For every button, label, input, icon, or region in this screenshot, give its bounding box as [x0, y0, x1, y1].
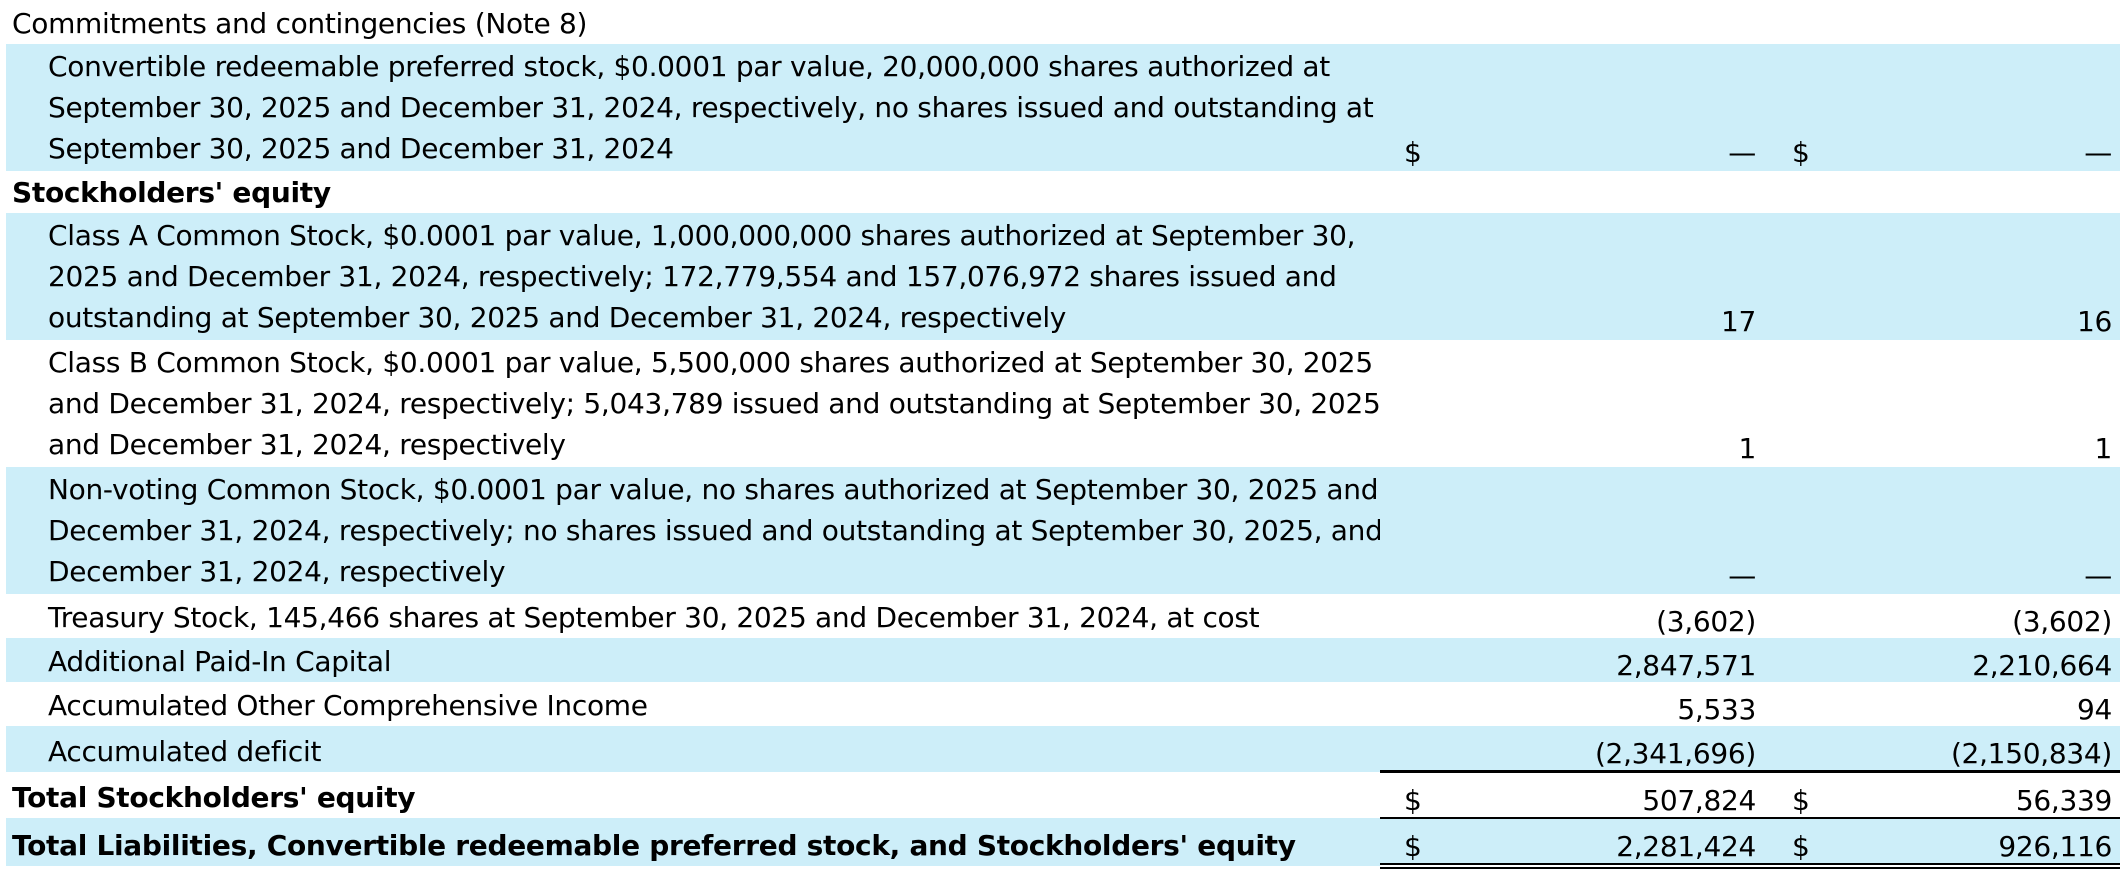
stockholders-equity-heading-row: Stockholders' equity [6, 171, 2120, 213]
total-liabilities-currency-2024: $ [1768, 817, 1816, 869]
preferred-stock-value-2025: — [1428, 44, 1768, 171]
non-voting-line-2: December 31, 2024, respectively; no shar… [48, 514, 1380, 547]
accumulated-oci-value-2024: 94 [2076, 693, 2112, 726]
additional-paid-in-capital-value-2024: 2,210,664 [1816, 638, 2120, 682]
preferred-stock-line-2: September 30, 2025 and December 31, 2024… [48, 91, 1374, 124]
preferred-stock-label: Convertible redeemable preferred stock, … [6, 44, 1380, 171]
class-b-line-1: Class B Common Stock, $0.0001 par value,… [48, 346, 1373, 379]
accumulated-oci-row: Accumulated Other Comprehensive Income 5… [6, 682, 2120, 726]
accumulated-deficit-value-2024: (2,150,834) [1816, 726, 2120, 772]
non-voting-line-1: Non-voting Common Stock, $0.0001 par val… [48, 473, 1379, 506]
preferred-stock-currency-2025: $ [1380, 44, 1428, 171]
preferred-stock-currency-2024: $ [1768, 44, 1816, 171]
preferred-stock-value-2024: — [1816, 44, 2120, 171]
total-stockholders-equity-label: Total Stockholders' equity [12, 781, 416, 814]
class-a-common-stock-label: Class A Common Stock, $0.0001 par value,… [6, 213, 1380, 340]
accumulated-deficit-value-2025: (2,341,696) [1428, 726, 1768, 772]
additional-paid-in-capital-row: Additional Paid-In Capital 2,847,571 2,2… [6, 638, 2120, 682]
treasury-stock-value-2025: (3,602) [1656, 605, 1756, 638]
class-a-line-3: outstanding at September 30, 2025 and De… [48, 301, 1067, 334]
class-a-value-2024: 16 [1816, 213, 2120, 340]
stockholders-equity-heading: Stockholders' equity [12, 175, 331, 209]
class-b-common-stock-label: Class B Common Stock, $0.0001 par value,… [6, 340, 1380, 467]
accumulated-oci-label: Accumulated Other Comprehensive Income [48, 689, 648, 722]
non-voting-common-stock-row: Non-voting Common Stock, $0.0001 par val… [6, 467, 2120, 594]
total-equity-currency-2024: $ [1768, 770, 1816, 818]
class-a-value-2025: 17 [1428, 213, 1768, 340]
commitments-label: Commitments and contingencies (Note 8) [12, 7, 588, 40]
accumulated-oci-value-2025: 5,533 [1677, 693, 1756, 726]
total-equity-value-2024: 56,339 [1816, 770, 2120, 818]
class-a-line-2: 2025 and December 31, 2024, respectively… [48, 260, 1337, 293]
total-liabilities-currency-2025: $ [1380, 817, 1428, 869]
accumulated-deficit-label: Accumulated deficit [6, 726, 1380, 772]
class-b-common-stock-row: Class B Common Stock, $0.0001 par value,… [6, 340, 2120, 467]
balance-sheet-equity-table: Commitments and contingencies (Note 8) C… [6, 0, 2120, 869]
class-a-common-stock-row: Class A Common Stock, $0.0001 par value,… [6, 213, 2120, 340]
treasury-stock-label: Treasury Stock, 145,466 shares at Septem… [48, 601, 1260, 634]
non-voting-line-3: December 31, 2024, respectively [48, 555, 506, 588]
class-b-value-2024: 1 [2094, 432, 2112, 465]
class-a-line-1: Class A Common Stock, $0.0001 par value,… [48, 219, 1356, 252]
non-voting-value-2024: — [1816, 467, 2120, 594]
total-liabilities-value-2025: 2,281,424 [1428, 817, 1768, 869]
treasury-stock-row: Treasury Stock, 145,466 shares at Septem… [6, 594, 2120, 638]
accumulated-deficit-row: Accumulated deficit (2,341,696) (2,150,8… [6, 726, 2120, 772]
commitments-row: Commitments and contingencies (Note 8) [6, 0, 2120, 44]
preferred-stock-line-3: September 30, 2025 and December 31, 2024 [48, 132, 674, 165]
class-b-line-3: and December 31, 2024, respectively [48, 428, 566, 461]
total-liabilities-label: Total Liabilities, Convertible redeemabl… [6, 818, 1380, 866]
preferred-stock-row: Convertible redeemable preferred stock, … [6, 44, 2120, 171]
preferred-stock-line-1: Convertible redeemable preferred stock, … [48, 50, 1330, 83]
total-stockholders-equity-row: Total Stockholders' equity $ 507,824 $ 5… [6, 770, 2120, 818]
total-equity-value-2025: 507,824 [1428, 770, 1768, 818]
additional-paid-in-capital-label: Additional Paid-In Capital [6, 638, 1380, 682]
non-voting-common-stock-label: Non-voting Common Stock, $0.0001 par val… [6, 467, 1380, 594]
total-equity-currency-2025: $ [1380, 770, 1428, 818]
additional-paid-in-capital-value-2025: 2,847,571 [1428, 638, 1768, 682]
treasury-stock-value-2024: (3,602) [2012, 605, 2112, 638]
class-b-value-2025: 1 [1738, 432, 1756, 465]
total-liabilities-value-2024: 926,116 [1816, 817, 2120, 869]
non-voting-value-2025: — [1428, 467, 1768, 594]
total-liabilities-row: Total Liabilities, Convertible redeemabl… [6, 817, 2120, 869]
class-b-line-2: and December 31, 2024, respectively; 5,0… [48, 387, 1380, 420]
